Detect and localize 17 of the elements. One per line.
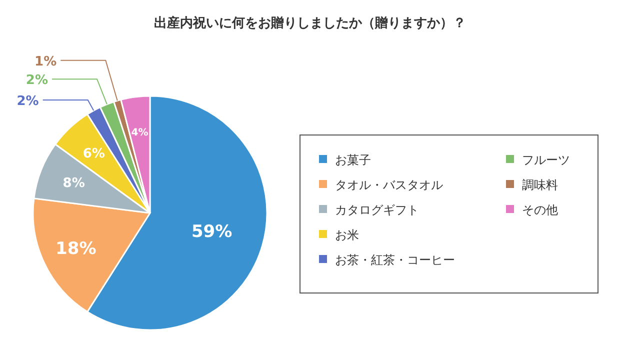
legend-label: タオル・バスタオル [335, 178, 443, 192]
legend-label: お茶・紅茶・コーヒー [335, 253, 455, 267]
data-label: 8% [62, 176, 85, 191]
legend-label: お菓子 [335, 153, 371, 167]
legend-label: その他 [522, 203, 558, 217]
data-label: 2% [26, 73, 48, 88]
data-label: 1% [34, 54, 57, 70]
legend-label: フルーツ [522, 153, 570, 167]
legend-label: 調味料 [522, 178, 558, 192]
data-label: 59% [191, 222, 232, 242]
legend-label: カタログギフト [335, 203, 419, 217]
data-label: 18% [56, 238, 96, 259]
legend-label: お米 [335, 228, 359, 242]
chart-title: 出産内祝いに何をお贈りしましたか（贈りますか）？ [154, 15, 466, 31]
data-label: 4% [131, 128, 148, 139]
data-label: 6% [82, 146, 105, 162]
data-label: 2% [16, 94, 39, 109]
